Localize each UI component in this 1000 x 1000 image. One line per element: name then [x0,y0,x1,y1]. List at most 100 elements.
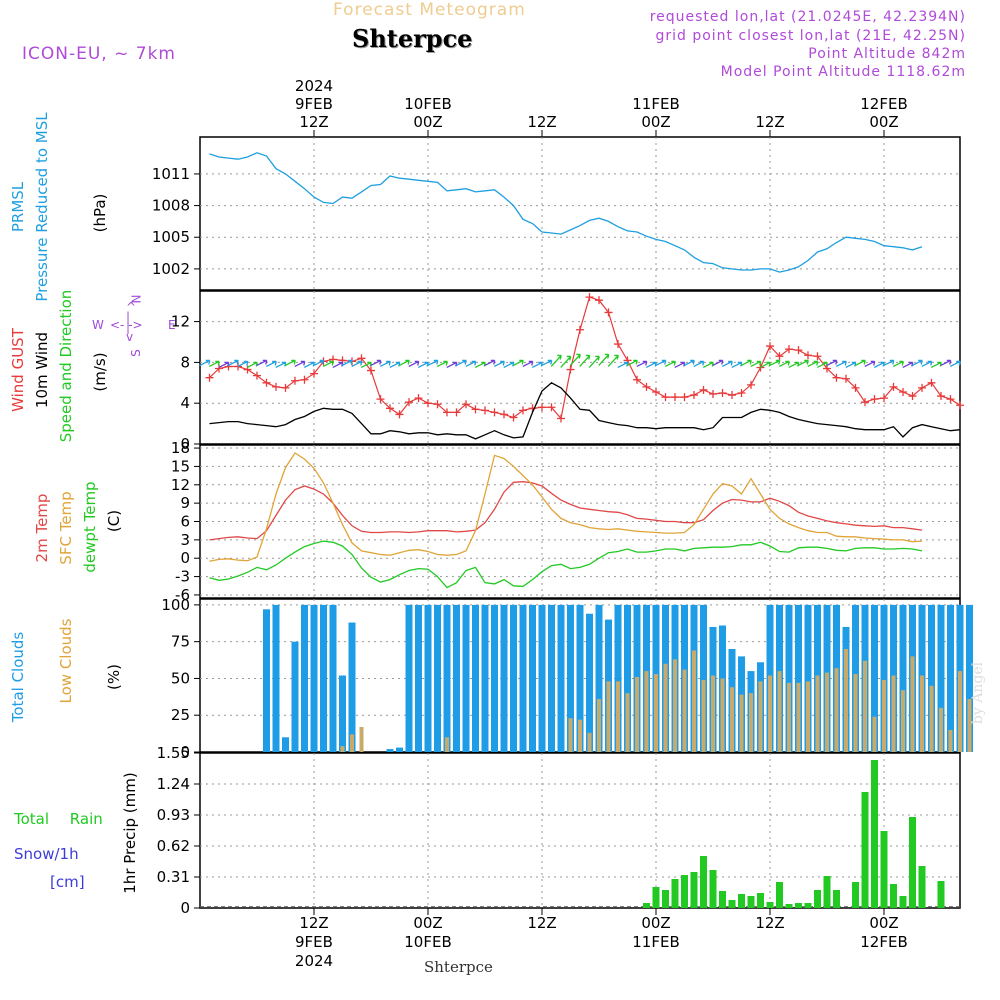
wind-direction-arrow [512,359,524,367]
bottom-time-label: 11FEB [632,933,679,951]
total-cloud-bar [966,604,973,752]
wind-gust-marker [728,391,736,400]
total-cloud-bar [405,604,413,752]
station-title: Shterpce [352,24,473,53]
wind-gust-marker [386,404,394,413]
wind-gust-marker [585,293,594,302]
wind-direction-arrow [693,360,705,368]
wind-gust-marker [519,406,527,415]
low-cloud-bar [644,671,649,752]
wind-direction-arrow [702,361,714,369]
total-cloud-bar [614,604,622,752]
bottom-time-label: 00Z [641,914,670,932]
rain-bar [795,903,802,908]
low-cloud-bar [635,676,639,752]
total-cloud-bar [880,604,888,752]
wind-direction-arrow [636,360,648,368]
wind-direction-arrow [579,354,591,367]
wind-gust-marker [937,392,945,401]
wind-direction-arrow [683,359,695,367]
rain-bar [899,896,907,908]
wind-gust-marker [395,410,404,419]
wind-direction-arrow [607,354,619,367]
precip-unit: 1hr Precip (mm) [121,772,139,894]
rain-bar [861,792,869,908]
low-cloud-bar [692,650,696,752]
wind-direction-arrow [949,360,961,368]
rain-bar [738,894,745,908]
low-cloud-bar [739,694,744,752]
compass-axis-vertical: ^ | | v [126,300,137,344]
rain-bar [728,900,736,908]
wind-direction-arrow [237,360,249,368]
wind-gust-marker [367,366,375,375]
wind-direction-arrow [826,359,838,367]
low-cloud-bar [882,679,886,752]
wind-direction-arrow [522,360,534,368]
low-cloud-bar [359,726,364,752]
total-cloud-bar [804,604,812,752]
total-cloud-bar [529,604,536,752]
wind-direction-arrow [484,359,496,367]
wind-direction-arrow [921,360,933,368]
total-cloud-bar [928,604,935,752]
bottom-time-label: 12Z [527,914,556,932]
wind-direction-arrow [883,359,895,367]
temp-ytick-label: 9 [180,494,190,512]
low-cloud-bar [853,674,858,752]
rain-bar [804,903,812,908]
footer-station: Shterpce [424,958,493,976]
precip-ytick-label: 1.24 [157,775,190,793]
wind-direction-arrow [721,360,733,368]
clouds-ytick-label: 50 [171,669,190,687]
bottom-time-label: 12Z [755,914,784,932]
wind-gust-marker [414,394,423,403]
low-cloud-bar [701,679,706,752]
wind-gust-marker [661,393,670,402]
pressure-unit: (hPa) [91,193,109,233]
wind-gust-marker [918,383,926,392]
wind-gust-marker [956,401,964,410]
low-cloud-bar [901,690,905,752]
rain-bar [918,866,926,908]
low-cloud-bar [730,687,734,752]
pressure-ytick-label: 1005 [152,228,190,246]
rain-bar [681,875,688,908]
low-cloud-bar [834,668,839,752]
low-cloud-bar [673,659,677,752]
temp-ytick-label: -3 [175,568,190,586]
total-cloud-bar [481,604,489,752]
low-cloud-bar [616,681,620,752]
wind-gust-marker [899,387,907,396]
wind-gust-marker [538,403,546,412]
rain-bar [747,896,755,908]
total-cloud-bar [434,604,441,752]
rain-bar [937,881,945,908]
rain-bar [880,831,888,908]
low-cloud-bar [910,656,915,752]
wind-direction-arrow [598,353,610,366]
low-cloud-bar [663,663,668,752]
temp-unit: (C) [105,509,123,533]
wind-direction-arrow [493,360,505,368]
total-cloud-bar [291,641,299,752]
low-cloud-bar [815,675,820,752]
wind-direction-arrow [370,359,382,367]
wind-direction-arrow [455,359,467,367]
wind-direction-arrow [769,359,781,367]
total-cloud-bar [320,604,327,752]
bottom-time-label: 00Z [869,914,898,932]
low-cloud-bar [720,678,725,752]
wind-direction-arrow [550,354,562,367]
total-cloud-bar [510,604,517,752]
wind-gust-marker [813,352,822,361]
wind-direction-arrow [560,355,572,368]
wind-gust-marker [861,398,869,407]
total-cloud-bar [301,604,308,752]
temp-ytick-label: 6 [180,513,190,531]
wind-direction-arrow [750,360,762,368]
wind-gust-marker [946,395,955,404]
wind-gust-marker [490,408,499,417]
wind-direction-arrow [626,359,638,367]
